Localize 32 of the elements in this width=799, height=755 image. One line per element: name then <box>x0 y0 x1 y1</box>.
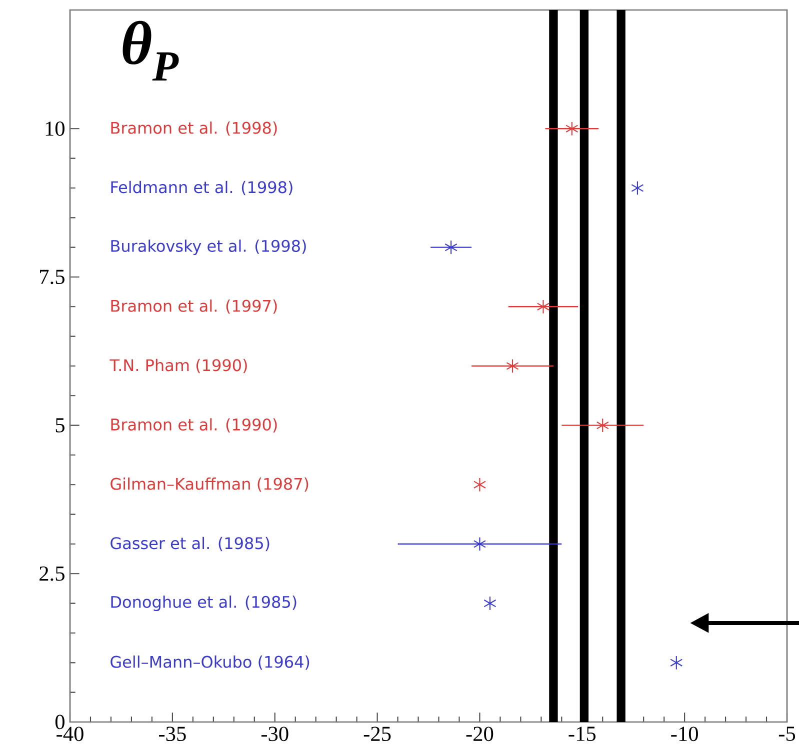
y-tick-label: 10 <box>46 121 64 136</box>
point <box>536 299 550 314</box>
annotation: Gilman–Kauffman (1987) <box>110 478 308 492</box>
point <box>444 240 458 255</box>
chart-title: θ$_{P}$ <box>122 20 179 80</box>
annotation: Gasser et al. (1985) <box>110 536 270 552</box>
annotation: Bramon et al. (1990) <box>111 418 277 432</box>
y-tick-label: 5 <box>56 418 64 432</box>
annotation: Donoghue et al. (1985) <box>111 596 296 612</box>
annotation: Burakovsky et al. (1998) <box>111 240 306 256</box>
annotation: T.N. Pham (1990) <box>110 358 247 374</box>
annotation: Feldmann et al. (1998) <box>111 180 292 196</box>
point <box>484 596 496 611</box>
y-tick-label: 7.5 <box>40 270 64 284</box>
point <box>566 121 578 136</box>
point <box>670 655 683 670</box>
x-tick-label: -10 <box>671 726 698 742</box>
point <box>596 418 609 433</box>
annotation: Bramon et al. (1998) <box>111 122 277 136</box>
x-tick-label: -25 <box>364 726 391 742</box>
x-tick-label: -15 <box>568 726 596 741</box>
annotation: Gell–Mann–Okubo (1964) <box>110 656 310 670</box>
point <box>506 358 519 374</box>
annotation: Bramon et al. (1997) <box>111 300 277 314</box>
x-tick-label: -20 <box>466 726 494 742</box>
point <box>473 477 486 492</box>
point <box>473 536 486 552</box>
x-tick-label: -30 <box>261 726 288 742</box>
x-tick-label: -5 <box>778 726 796 741</box>
x-tick-label: -35 <box>159 726 186 742</box>
point <box>631 180 644 196</box>
y-tick-label: 2.5 <box>40 566 64 581</box>
